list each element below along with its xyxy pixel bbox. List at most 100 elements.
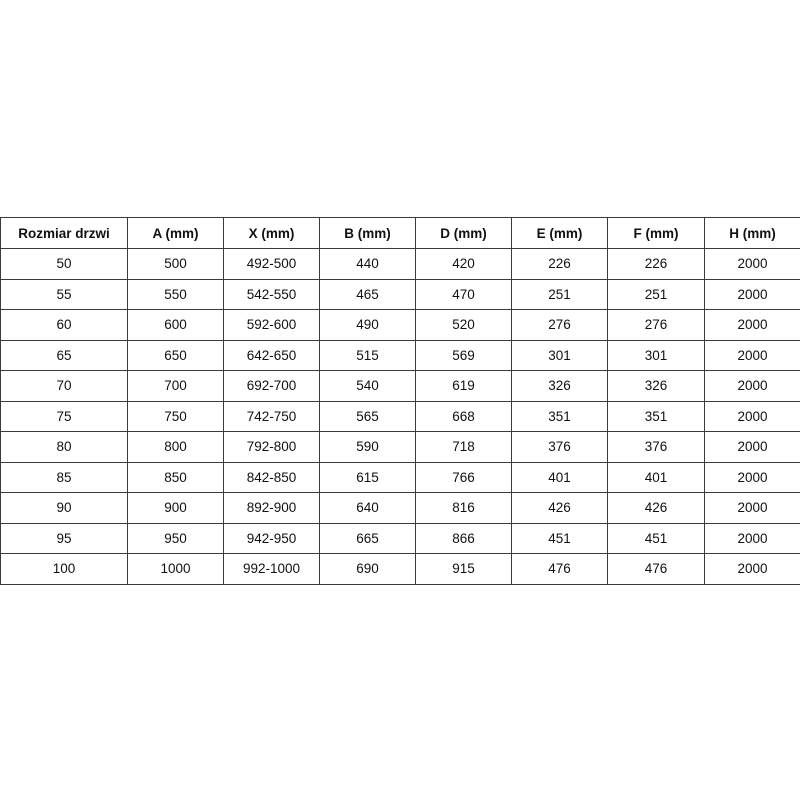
table-cell: 550 [127, 278, 224, 310]
table-cell: 301 [511, 339, 608, 371]
table-cell: 226 [511, 248, 608, 280]
table-cell: 351 [607, 400, 705, 432]
table-cell: 692-700 [223, 370, 320, 402]
table-cell: 376 [607, 431, 705, 463]
table-cell: 2000 [704, 339, 800, 371]
table-cell: 100 [0, 553, 128, 585]
table-cell: 650 [127, 339, 224, 371]
table-cell: 2000 [704, 309, 800, 341]
table-cell: 816 [415, 492, 512, 524]
table-cell: 490 [319, 309, 416, 341]
table-cell: 401 [511, 461, 608, 493]
table-cell: 60 [0, 309, 128, 341]
table-cell: 226 [607, 248, 705, 280]
table-cell: 600 [127, 309, 224, 341]
table-cell: 465 [319, 278, 416, 310]
table-cell: 700 [127, 370, 224, 402]
table-cell: 301 [607, 339, 705, 371]
table-row: 60 600 592-600 490 520 276 276 2000 [0, 309, 800, 341]
table-cell: 750 [127, 400, 224, 432]
table-cell: 640 [319, 492, 416, 524]
table-cell: 900 [127, 492, 224, 524]
column-header: D (mm) [415, 217, 512, 249]
column-header: H (mm) [704, 217, 800, 249]
table-cell: 718 [415, 431, 512, 463]
table-cell: 850 [127, 461, 224, 493]
table-cell: 50 [0, 248, 128, 280]
table-cell: 75 [0, 400, 128, 432]
table-cell: 326 [511, 370, 608, 402]
header-row: Rozmiar drzwi A (mm) X (mm) B (mm) D (mm) E (… [0, 217, 800, 249]
table-cell: 440 [319, 248, 416, 280]
table-cell: 800 [127, 431, 224, 463]
table-cell: 520 [415, 309, 512, 341]
table-cell: 251 [511, 278, 608, 310]
table-cell: 2000 [704, 553, 800, 585]
table-cell: 80 [0, 431, 128, 463]
table-cell: 619 [415, 370, 512, 402]
table-cell: 55 [0, 278, 128, 310]
table-cell: 376 [511, 431, 608, 463]
table-cell: 2000 [704, 370, 800, 402]
table-row: 90 900 892-900 640 816 426 426 2000 [0, 492, 800, 524]
table-cell: 451 [511, 522, 608, 554]
table-cell: 276 [607, 309, 705, 341]
table-cell: 565 [319, 400, 416, 432]
table-cell: 915 [415, 553, 512, 585]
table-cell: 401 [607, 461, 705, 493]
table-cell: 276 [511, 309, 608, 341]
table-cell: 1000 [127, 553, 224, 585]
column-header: X (mm) [223, 217, 320, 249]
table-cell: 470 [415, 278, 512, 310]
table-cell: 451 [607, 522, 705, 554]
table-row: 95 950 942-950 665 866 451 451 2000 [0, 522, 800, 554]
table-cell: 326 [607, 370, 705, 402]
table-cell: 592-600 [223, 309, 320, 341]
table-cell: 85 [0, 461, 128, 493]
table-cell: 2000 [704, 278, 800, 310]
table-cell: 892-900 [223, 492, 320, 524]
table-cell: 766 [415, 461, 512, 493]
table-row: 75 750 742-750 565 668 351 351 2000 [0, 400, 800, 432]
table-cell: 842-850 [223, 461, 320, 493]
table-cell: 992-1000 [223, 553, 320, 585]
table-cell: 2000 [704, 522, 800, 554]
table-cell: 792-800 [223, 431, 320, 463]
table-cell: 426 [511, 492, 608, 524]
column-header: A (mm) [127, 217, 224, 249]
column-header: F (mm) [607, 217, 705, 249]
table-cell: 2000 [704, 431, 800, 463]
table-cell: 426 [607, 492, 705, 524]
table-row: 70 700 692-700 540 619 326 326 2000 [0, 370, 800, 402]
table-row: 65 650 642-650 515 569 301 301 2000 [0, 339, 800, 371]
table-cell: 65 [0, 339, 128, 371]
table-cell: 742-750 [223, 400, 320, 432]
table-cell: 690 [319, 553, 416, 585]
table-cell: 569 [415, 339, 512, 371]
table-body: 50 500 492-500 440 420 226 226 2000 55 550 542-550… [0, 248, 800, 585]
table-cell: 540 [319, 370, 416, 402]
table-cell: 95 [0, 522, 128, 554]
table-row: 85 850 842-850 615 766 401 401 2000 [0, 461, 800, 493]
table-cell: 500 [127, 248, 224, 280]
table-cell: 942-950 [223, 522, 320, 554]
column-header: Rozmiar drzwi [0, 217, 128, 249]
table-cell: 492-500 [223, 248, 320, 280]
column-header: E (mm) [511, 217, 608, 249]
table-cell: 70 [0, 370, 128, 402]
table-cell: 420 [415, 248, 512, 280]
table-row: 50 500 492-500 440 420 226 226 2000 [0, 248, 800, 280]
table-row: 80 800 792-800 590 718 376 376 2000 [0, 431, 800, 463]
table-cell: 2000 [704, 400, 800, 432]
table-cell: 90 [0, 492, 128, 524]
table-cell: 866 [415, 522, 512, 554]
table-row: 100 1000 992-1000 690 915 476 476 2000 [0, 553, 800, 585]
table-cell: 642-650 [223, 339, 320, 371]
table-cell: 542-550 [223, 278, 320, 310]
dimensions-table: Rozmiar drzwi A (mm) X (mm) B (mm) D (mm) E (… [0, 217, 800, 585]
table-cell: 351 [511, 400, 608, 432]
table-cell: 668 [415, 400, 512, 432]
table-cell: 2000 [704, 492, 800, 524]
table-cell: 950 [127, 522, 224, 554]
table-cell: 2000 [704, 248, 800, 280]
